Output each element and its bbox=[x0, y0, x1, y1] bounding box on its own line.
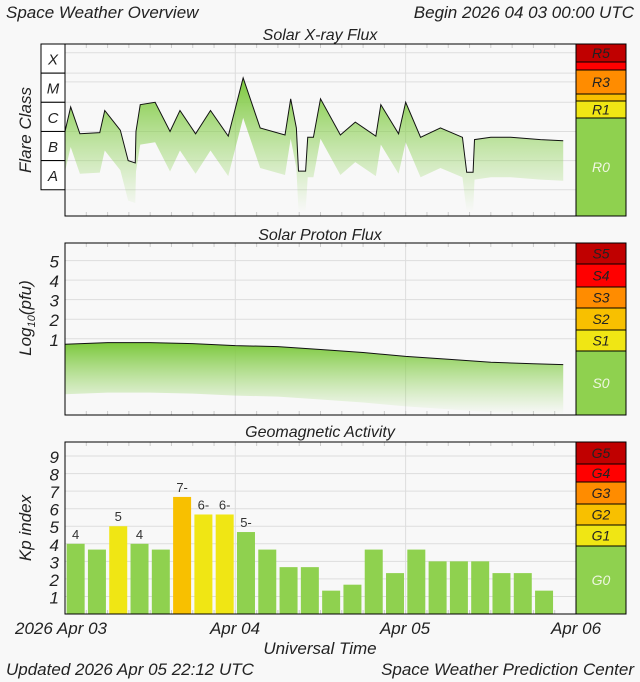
scale-label: G1 bbox=[592, 528, 611, 544]
x-tick-apr04: Apr 04 bbox=[209, 619, 260, 638]
scale-label: R0 bbox=[592, 159, 610, 175]
y-tick-label: 9 bbox=[50, 448, 60, 467]
kp-bar-label: 4 bbox=[136, 527, 143, 542]
scale-r3 bbox=[575, 69, 627, 95]
scale-label: G4 bbox=[592, 465, 611, 481]
y-tick-label: 2 bbox=[49, 311, 60, 330]
kp-bar bbox=[87, 549, 106, 614]
kp-bar-label: 7- bbox=[176, 480, 188, 495]
y-tick-label: 1 bbox=[50, 588, 59, 607]
scale-label: R1 bbox=[592, 102, 610, 118]
scale-label: S5 bbox=[592, 246, 609, 262]
kp-bar bbox=[513, 573, 532, 614]
flare-class-c bbox=[40, 101, 66, 132]
scale-label: R5 bbox=[592, 45, 610, 61]
scale-label: G5 bbox=[592, 445, 611, 461]
kp-bar bbox=[449, 561, 468, 614]
y-tick-label: 4 bbox=[50, 272, 59, 291]
kp-bar-label: 6- bbox=[219, 497, 231, 512]
charts-layer: R5R3R1R0XMCBAS5S4S3S2S1S012345G5G4G3G2G1… bbox=[40, 43, 627, 615]
kp-bar bbox=[535, 590, 554, 614]
y-tick-label: 7 bbox=[50, 483, 60, 502]
kp-bar bbox=[471, 561, 490, 614]
scale-segment bbox=[575, 61, 627, 71]
y-tick-label: 1 bbox=[50, 331, 59, 350]
proton-title: Solar Proton Flux bbox=[258, 227, 383, 244]
scale-label: S0 bbox=[592, 375, 609, 391]
plot-area bbox=[65, 442, 576, 614]
kp-bar bbox=[66, 543, 85, 614]
kp-bar-label: 5 bbox=[115, 509, 122, 524]
y-tick-label: 5 bbox=[50, 253, 60, 272]
flux-fill bbox=[65, 77, 564, 213]
plot-border bbox=[64, 441, 577, 615]
y-tick-label: 3 bbox=[50, 292, 60, 311]
kp-bar bbox=[236, 532, 255, 614]
y-tick-label: 5 bbox=[50, 518, 60, 537]
y-tick-label: 4 bbox=[50, 536, 59, 555]
kp-title: Geomagnetic Activity bbox=[245, 424, 396, 441]
xray-ylabel: Flare Class bbox=[16, 87, 35, 173]
plot-border bbox=[64, 242, 577, 416]
kp-bar bbox=[279, 567, 298, 614]
y-tick-label: 8 bbox=[50, 466, 60, 485]
x-tick-apr06: Apr 06 bbox=[550, 619, 602, 638]
flux-line bbox=[64, 342, 564, 366]
header-begin: Begin 2026 04 03 00:00 UTC bbox=[414, 3, 635, 22]
kp-bar bbox=[215, 514, 234, 614]
xray-title: Solar X-ray Flux bbox=[263, 27, 379, 44]
scale-segment bbox=[575, 93, 627, 102]
scale-s0 bbox=[575, 350, 627, 416]
y-tick-label: 6 bbox=[50, 501, 60, 520]
scale-label: S4 bbox=[592, 268, 609, 284]
flare-class-label: X bbox=[47, 52, 59, 69]
kp-bar-label: 4 bbox=[72, 527, 79, 542]
kp-bar bbox=[343, 584, 362, 614]
kp-bar bbox=[428, 561, 447, 614]
x-tick-apr05: Apr 05 bbox=[379, 619, 431, 638]
x-tick-apr03: 2026 Apr 03 bbox=[14, 619, 108, 638]
plot-border bbox=[64, 43, 577, 217]
scale-label: S1 bbox=[592, 333, 609, 349]
proton-ylabel: Log10(pfu) bbox=[16, 280, 38, 356]
scale-label: G2 bbox=[592, 507, 611, 523]
kp-bar bbox=[386, 573, 405, 614]
y-tick-label: 3 bbox=[50, 553, 60, 572]
flare-class-label: B bbox=[48, 139, 58, 156]
kp-bar bbox=[194, 514, 213, 614]
kp-bar-label: 5- bbox=[240, 515, 252, 530]
header-title: Space Weather Overview bbox=[6, 3, 200, 22]
scale-label: G0 bbox=[592, 572, 611, 588]
flare-class-label: A bbox=[47, 168, 58, 185]
scale-label: R3 bbox=[592, 74, 610, 90]
flare-class-label: M bbox=[47, 81, 60, 98]
kp-bar bbox=[492, 573, 511, 614]
kp-bar bbox=[258, 549, 277, 614]
kp-bar-label: 6- bbox=[198, 497, 210, 512]
kp-bar bbox=[109, 526, 128, 614]
kp-bar bbox=[364, 549, 383, 614]
kp-bar bbox=[173, 496, 192, 614]
kp-bar bbox=[300, 567, 319, 614]
scale-g0 bbox=[575, 545, 627, 615]
scale-label: G3 bbox=[592, 485, 611, 501]
scale-label: S2 bbox=[592, 311, 609, 327]
kp-bar bbox=[130, 543, 149, 614]
footer-updated: Updated 2026 Apr 05 22:12 UTC bbox=[6, 660, 255, 679]
flux-line bbox=[64, 76, 564, 173]
kp-bar bbox=[151, 549, 170, 614]
flare-class-label: C bbox=[48, 110, 59, 127]
footer-source: Space Weather Prediction Center bbox=[381, 660, 635, 679]
y-tick-label: 2 bbox=[49, 571, 60, 590]
scale-label: S3 bbox=[592, 290, 609, 306]
kp-bar bbox=[407, 549, 426, 614]
flare-class-m bbox=[40, 72, 66, 103]
x-axis-label: Universal Time bbox=[263, 639, 376, 658]
scale-r0 bbox=[575, 117, 627, 217]
kp-bar bbox=[322, 590, 341, 614]
flux-fill bbox=[65, 342, 564, 415]
kp-ylabel: Kp index bbox=[16, 494, 35, 561]
